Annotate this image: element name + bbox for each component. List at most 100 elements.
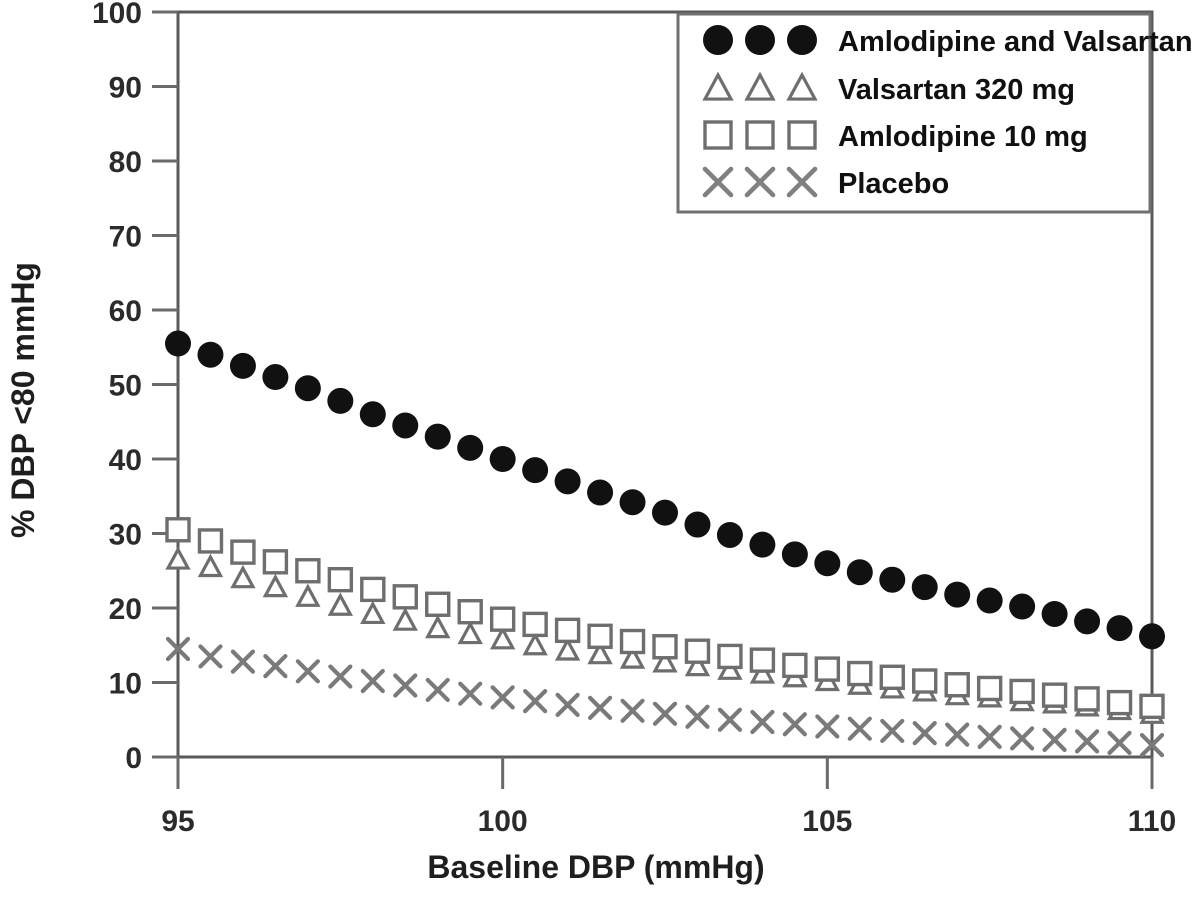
legend-marker-filled-circle: [787, 25, 817, 55]
data-point: [587, 623, 613, 650]
data-point: [879, 566, 906, 593]
data-point: [879, 664, 905, 690]
legend-item-label: Placebo: [838, 168, 949, 200]
y-tick-label: 10: [109, 668, 142, 701]
data-point: [522, 457, 549, 484]
data-point: [230, 539, 256, 565]
data-point: [847, 716, 872, 741]
data-point: [392, 607, 418, 631]
legend-marker-open-triangle: [786, 71, 818, 101]
x-tick-label: 110: [1128, 805, 1176, 838]
data-point: [165, 517, 191, 543]
data-point: [619, 645, 646, 669]
data-point: [197, 341, 224, 368]
legend-item[interactable]: Amlodipine 10 mg: [703, 120, 1088, 153]
data-point: [749, 531, 776, 558]
data-point: [295, 558, 321, 584]
data-point: [912, 668, 938, 694]
legend-marker-filled-circle: [703, 25, 733, 55]
x-tick-label: 105: [802, 805, 852, 838]
data-point: [1009, 593, 1036, 620]
series-x-mark: [165, 636, 1165, 758]
data-point: [587, 695, 613, 720]
data-point: [652, 634, 678, 660]
data-point: [327, 592, 354, 616]
data-point: [424, 423, 451, 450]
data-point: [814, 656, 841, 682]
data-point: [781, 541, 808, 568]
y-tick-label: 0: [125, 742, 142, 775]
data-point: [522, 631, 548, 656]
data-point: [425, 591, 451, 617]
data-point: [880, 718, 905, 744]
y-axis-ticks: [152, 10, 178, 759]
data-point: [457, 434, 484, 461]
data-point: [523, 689, 548, 714]
y-tick-label: 60: [109, 295, 142, 328]
data-point: [782, 712, 807, 737]
data-point: [229, 352, 256, 379]
data-point: [1106, 689, 1133, 716]
data-point: [230, 564, 256, 589]
data-point: [620, 698, 645, 723]
data-point: [685, 704, 710, 729]
data-point: [490, 685, 515, 710]
data-point: [554, 637, 581, 661]
data-point: [684, 638, 711, 664]
data-point: [425, 677, 450, 703]
legend-items: Amlodipine and Valsartan 10/320 mg Valsar…: [702, 25, 1193, 200]
data-point: [392, 584, 418, 610]
data-series-layer: [165, 330, 1165, 758]
data-point: [750, 709, 775, 735]
data-point: [359, 401, 386, 428]
data-point: [1139, 623, 1165, 650]
data-point: [554, 617, 581, 644]
legend-item[interactable]: Valsartan 320 mg: [702, 71, 1075, 106]
data-point: [489, 606, 516, 632]
data-point: [1139, 732, 1165, 758]
data-point: [1041, 682, 1068, 708]
legend-marker-x-mark: [786, 166, 818, 198]
data-point: [458, 681, 483, 706]
y-axis-tick-labels: 0 10 20 30 40 50 60 70 80 90 100: [92, 0, 142, 775]
data-point: [749, 647, 776, 673]
legend-item[interactable]: Placebo: [702, 166, 949, 200]
data-point: [197, 553, 224, 578]
data-point: [489, 446, 516, 472]
data-point: [1009, 678, 1035, 705]
x-axis-title: Baseline DBP (mmHg): [427, 849, 764, 885]
data-point: [327, 387, 354, 414]
data-point: [847, 660, 873, 687]
data-point: [262, 549, 289, 575]
legend-marker-x-mark: [744, 166, 776, 198]
y-tick-label: 40: [109, 444, 142, 477]
data-point: [619, 489, 646, 516]
data-point: [815, 714, 840, 739]
data-point: [716, 521, 743, 548]
data-point: [554, 468, 581, 495]
legend-marker-open-triangle: [744, 71, 776, 101]
chart-legend: Amlodipine and Valsartan 10/320 mg Valsar…: [676, 12, 1193, 214]
legend-item-label: Valsartan 320 mg: [838, 74, 1075, 106]
data-point: [165, 636, 191, 662]
y-tick-label: 80: [109, 146, 142, 179]
legend-marker-open-triangle: [702, 71, 734, 101]
data-point: [457, 620, 483, 645]
data-point: [1041, 600, 1068, 627]
data-point: [230, 649, 256, 674]
data-point: [944, 581, 971, 608]
legend-item[interactable]: Amlodipine and Valsartan 10/320 mg: [703, 25, 1193, 58]
data-point: [684, 511, 711, 538]
series-filled-circle: [165, 330, 1165, 650]
data-point: [912, 721, 937, 746]
data-point: [327, 566, 354, 593]
y-axis-title: % DBP <80 mmHg: [5, 262, 41, 538]
legend-item-label: Amlodipine 10 mg: [838, 121, 1088, 153]
data-point: [165, 546, 191, 570]
data-point: [944, 672, 970, 698]
legend-marker-x-mark: [702, 166, 734, 198]
data-point: [684, 652, 711, 677]
data-point: [911, 574, 938, 601]
data-point: [652, 499, 678, 526]
